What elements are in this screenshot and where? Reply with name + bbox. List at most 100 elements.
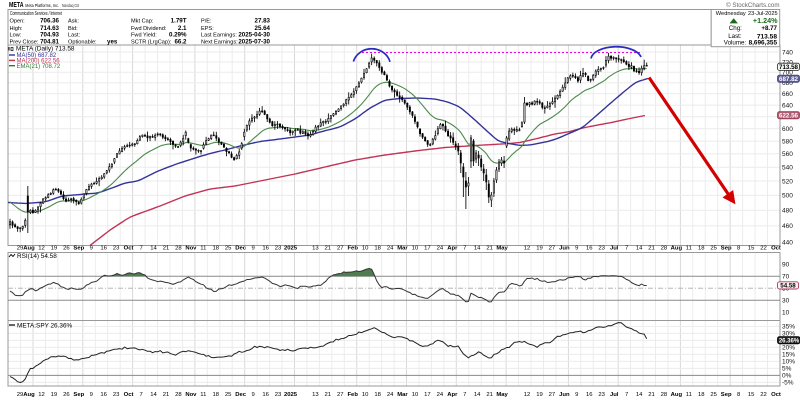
svg-text:24: 24 [437,392,444,398]
svg-text:10: 10 [412,392,419,398]
svg-text:440: 440 [782,239,793,246]
svg-text:Feb: Feb [347,392,358,398]
svg-text:622.56: 622.56 [779,112,798,119]
svg-text:META (Daily) 713.58: META (Daily) 713.58 [16,45,75,52]
svg-text:11: 11 [200,246,206,252]
svg-text:28: 28 [175,246,182,252]
svg-text:19: 19 [536,246,543,252]
svg-text:SCTR (LrgCap):: SCTR (LrgCap): [131,39,172,45]
svg-text:27: 27 [549,246,556,252]
svg-text:11: 11 [200,392,206,398]
svg-text:23: 23 [113,246,120,252]
svg-text:24: 24 [387,392,394,398]
svg-text:8,696,355: 8,696,355 [749,40,778,47]
svg-text:16: 16 [586,246,593,252]
svg-text:16: 16 [100,246,107,252]
svg-text:Apr: Apr [447,246,458,252]
svg-text:Fwd Dividend:: Fwd Dividend: [131,26,167,32]
svg-text:Volume:: Volume: [724,40,747,47]
svg-text:10%: 10% [782,359,795,366]
svg-text:25: 25 [225,392,232,398]
svg-text:17: 17 [424,392,431,398]
svg-text:460: 460 [782,223,793,230]
svg-text:16: 16 [586,392,593,398]
svg-text:12: 12 [38,392,45,398]
svg-text:20%: 20% [782,345,795,352]
svg-text:12: 12 [38,246,45,252]
svg-text:14: 14 [474,392,481,398]
svg-text:14: 14 [474,246,481,252]
svg-text:+1.24%: +1.24% [753,16,778,25]
svg-text:2025-07-30: 2025-07-30 [238,38,270,45]
svg-text:25: 25 [710,392,717,398]
svg-text:10: 10 [782,310,790,317]
svg-text:May: May [496,392,508,398]
svg-text:© StockCharts.com: © StockCharts.com [726,2,779,9]
svg-text:23: 23 [275,246,282,252]
svg-text:16: 16 [262,392,269,398]
svg-text:9: 9 [575,246,578,252]
svg-text:500: 500 [782,193,793,200]
svg-text:27.83: 27.83 [255,18,271,25]
svg-text:21: 21 [648,246,655,252]
svg-text:660: 660 [782,91,793,98]
svg-text:54.58: 54.58 [780,283,796,290]
svg-text:28: 28 [661,392,668,398]
svg-text:Aug: Aug [671,392,683,398]
svg-text:18: 18 [698,246,705,252]
svg-text:Last Earnings:: Last Earnings: [201,33,237,39]
svg-text:15%: 15% [782,352,795,359]
svg-text:16: 16 [262,246,269,252]
svg-text:10: 10 [362,246,369,252]
svg-text:Ask:: Ask: [68,19,79,25]
svg-text:Aug: Aug [671,246,683,252]
svg-text:Oct: Oct [771,246,781,252]
svg-text:Communication Services / Inter: Communication Services / Internet [10,11,62,17]
svg-text:706.36: 706.36 [40,18,59,25]
svg-text:Nov: Nov [185,246,197,252]
svg-text:66.2: 66.2 [174,38,187,45]
svg-text:540: 540 [782,165,793,172]
svg-text:740: 740 [782,49,793,56]
svg-text:Next Earnings:: Next Earnings: [201,39,238,45]
svg-text:27: 27 [337,392,344,398]
svg-text:Jun: Jun [559,246,570,252]
svg-text:18: 18 [374,392,381,398]
svg-text:Sep: Sep [73,246,84,252]
svg-text:18: 18 [213,392,220,398]
svg-text:687.82: 687.82 [779,76,798,83]
svg-text:22: 22 [760,246,767,252]
svg-text:Mar: Mar [397,246,408,252]
svg-text:Jun: Jun [559,392,570,398]
svg-text:19: 19 [51,246,58,252]
svg-text:9: 9 [251,246,254,252]
svg-text:Sep: Sep [73,392,84,398]
svg-text:18: 18 [213,246,220,252]
svg-text:28: 28 [175,392,182,398]
svg-text:9: 9 [90,392,93,398]
svg-text:Jul: Jul [610,392,619,398]
svg-text:9: 9 [575,392,578,398]
svg-text:Open:: Open: [10,19,26,25]
svg-text:Apr: Apr [447,392,458,398]
svg-text:70: 70 [782,274,790,281]
svg-text:13: 13 [312,392,319,398]
svg-text:1.79T: 1.79T [171,18,187,25]
svg-text:520: 520 [782,178,793,185]
svg-text:18: 18 [698,392,705,398]
svg-text:Sep: Sep [721,392,732,398]
svg-text:35%: 35% [782,324,795,331]
svg-text:Last:: Last: [68,33,81,39]
svg-text:30: 30 [782,298,790,305]
svg-text:9: 9 [90,246,93,252]
svg-text:13: 13 [312,246,319,252]
svg-text:Mar: Mar [397,392,408,398]
svg-text:25: 25 [225,246,232,252]
svg-text:Mkt Cap:: Mkt Cap: [131,19,154,25]
svg-text:14: 14 [636,246,643,252]
svg-text:26: 26 [63,392,70,398]
svg-text:24: 24 [387,246,394,252]
svg-text:713.58: 713.58 [779,64,798,71]
svg-text:Oct: Oct [124,392,134,398]
svg-text:META:SPY 26.36%: META:SPY 26.36% [17,322,72,329]
